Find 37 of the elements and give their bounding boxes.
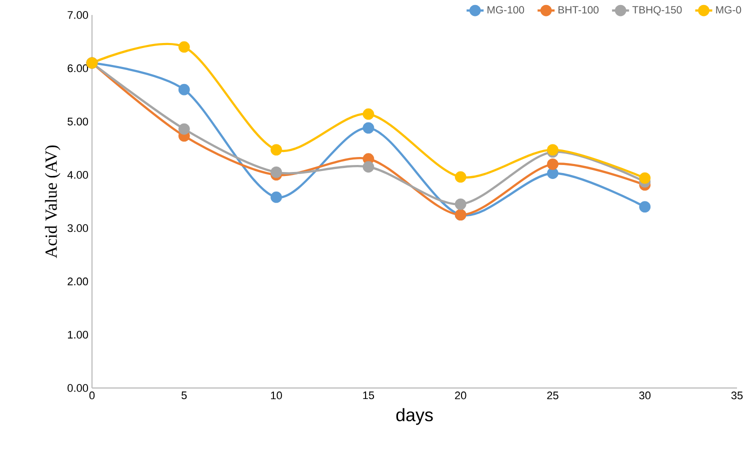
point bbox=[454, 171, 466, 183]
x-tick-label: 30 bbox=[639, 392, 651, 400]
point bbox=[178, 41, 190, 53]
point bbox=[270, 144, 282, 156]
x-tick-label: 20 bbox=[455, 392, 466, 400]
x-axis-title: days bbox=[396, 408, 433, 425]
legend-label: BHT-100 bbox=[558, 6, 599, 14]
y-tick-label: 0.00 bbox=[68, 384, 88, 392]
y-tick-label: 3.00 bbox=[68, 224, 88, 232]
point bbox=[270, 166, 282, 178]
point bbox=[547, 168, 558, 179]
legend-label: MG-100 bbox=[488, 6, 524, 14]
x-tick-label: 25 bbox=[547, 392, 558, 400]
point bbox=[639, 201, 651, 213]
x-tick-label: 15 bbox=[363, 392, 374, 400]
legend-label: MG-0 bbox=[716, 6, 742, 14]
x-tick-label: 0 bbox=[89, 392, 95, 400]
point bbox=[547, 158, 558, 170]
point bbox=[178, 123, 190, 135]
x-tick-label: 35 bbox=[731, 392, 743, 400]
y-axis-title: Acid Value (AV) bbox=[44, 145, 60, 258]
legend-label: TBHQ-150 bbox=[632, 6, 682, 16]
point bbox=[362, 122, 374, 134]
point bbox=[362, 161, 374, 173]
point bbox=[178, 84, 190, 96]
y-tick-label: 7.00 bbox=[68, 11, 88, 19]
x-tick-label: 5 bbox=[182, 392, 187, 400]
y-tick-label: 4.00 bbox=[67, 170, 88, 179]
y-tick-label: 6.00 bbox=[68, 64, 88, 72]
y-tick-label: 1.00 bbox=[68, 330, 88, 339]
point bbox=[362, 108, 374, 120]
y-tick-label: 5.00 bbox=[68, 118, 88, 126]
point bbox=[270, 192, 282, 203]
y-tick-label: 2.00 bbox=[68, 278, 88, 286]
x-tick-label: 10 bbox=[271, 392, 282, 400]
point bbox=[454, 198, 466, 210]
point bbox=[639, 172, 651, 184]
